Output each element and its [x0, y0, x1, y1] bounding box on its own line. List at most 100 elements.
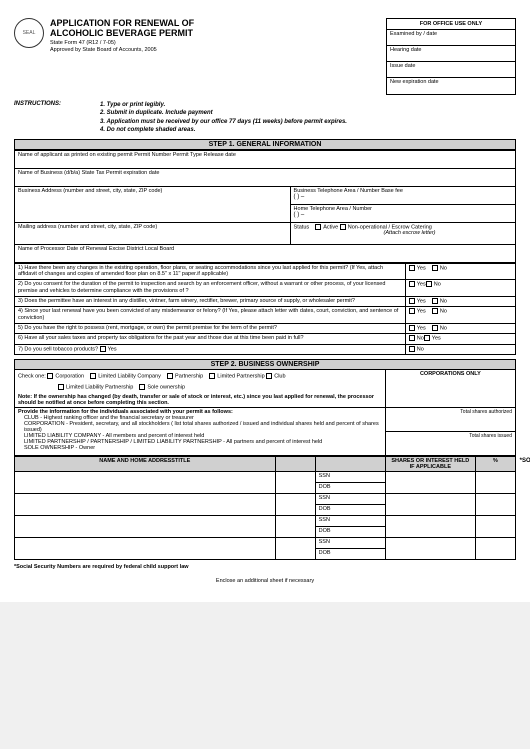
- owners-table: NAME AND HOME ADDRESSTITLE SHARES OR INT…: [14, 456, 516, 560]
- q1-yes-cb[interactable]: [409, 265, 415, 271]
- q2-yes: Yes: [417, 282, 426, 288]
- ssn-footnote: *Social Security Numbers are required by…: [14, 564, 516, 570]
- header-left: SEAL APPLICATION FOR RENEWAL OF ALCOHOLI…: [14, 18, 194, 53]
- status-cell[interactable]: Status Active Non-operational / Escrow C…: [290, 222, 515, 244]
- step2-head: STEP 2. BUSINESS OWNERSHIP: [14, 359, 516, 370]
- form-number: State Form 47 (R12 / 7-05): [50, 40, 194, 46]
- home-phone-label: Home Telephone Area / Number: [294, 206, 372, 212]
- q6-yes: Yes: [432, 336, 441, 342]
- llp-cb[interactable]: [58, 384, 64, 390]
- provide-l2: CORPORATION - President, secretary, and …: [18, 421, 382, 433]
- owner2-ssn-label: SSN: [315, 494, 385, 505]
- q3-yes-cb[interactable]: [409, 298, 415, 304]
- q6-no-cb[interactable]: [409, 335, 415, 341]
- lpart-label: Limited Partnership: [217, 374, 264, 380]
- excise-label: Excise District: [109, 246, 144, 252]
- owner4-name[interactable]: [15, 538, 276, 560]
- total-iss-cell[interactable]: Total shares issued: [385, 432, 515, 456]
- total-iss-label: Total shares issued: [389, 433, 512, 439]
- business-name-cell[interactable]: Name of Business (d/b/a) State Tax Permi…: [15, 168, 516, 186]
- llc-cb[interactable]: [90, 373, 96, 379]
- col-ssn-overflow: *SOC: [520, 458, 530, 464]
- sole-cb[interactable]: [139, 384, 145, 390]
- nonop-checkbox[interactable]: [340, 224, 346, 230]
- provide-l5: SOLE OWNERSHIP - Owner: [18, 445, 382, 451]
- q5-yn[interactable]: Yes No: [405, 324, 515, 334]
- col-name-label: NAME AND HOME ADDRESS: [99, 458, 175, 464]
- q2-yn[interactable]: Yes No: [405, 280, 515, 297]
- state-seal-icon: SEAL: [14, 18, 44, 48]
- examined-row: Examined by / date: [387, 30, 515, 46]
- q7-inline-yes-cb[interactable]: [100, 346, 106, 352]
- owner3-shares[interactable]: [385, 516, 475, 538]
- business-address-cell[interactable]: Business Address (number and street, cit…: [15, 186, 291, 222]
- step1-head: STEP 1. GENERAL INFORMATION: [14, 139, 516, 150]
- owner1-dob-label: DOB: [315, 483, 385, 494]
- owner2-title[interactable]: [275, 494, 315, 516]
- q4-no-cb[interactable]: [432, 308, 438, 314]
- total-auth-cell[interactable]: Total shares authorized: [385, 408, 515, 432]
- owner2-shares[interactable]: [385, 494, 475, 516]
- q4-yes: Yes: [417, 309, 426, 315]
- owner1-shares[interactable]: [385, 472, 475, 494]
- owner4-shares[interactable]: [385, 538, 475, 560]
- local-board-label: Local Board: [145, 246, 174, 252]
- owner2-pct[interactable]: [475, 494, 515, 516]
- mailing-address-cell[interactable]: Mailing address (number and street, city…: [15, 222, 291, 244]
- total-auth-label: Total shares authorized: [389, 409, 512, 415]
- owner1-ssn-label: SSN: [315, 472, 385, 483]
- home-phone-cell[interactable]: Home Telephone Area / Number ( ) –: [290, 204, 515, 222]
- q3-yn[interactable]: Yes No: [405, 297, 515, 307]
- q3-no: No: [440, 299, 447, 305]
- llc-label: Limited Liability Company: [98, 374, 161, 380]
- q6-yes-cb[interactable]: [424, 335, 430, 341]
- q2-yes-cb[interactable]: [409, 281, 415, 287]
- owner1-pct[interactable]: [475, 472, 515, 494]
- provide-info-cell: Provide the information for the individu…: [15, 408, 386, 456]
- applicant-name-cell[interactable]: Name of applicant as printed on existing…: [15, 150, 516, 168]
- state-tax-label: State Tax Permit expiration date: [82, 170, 160, 176]
- q5-yes-cb[interactable]: [409, 325, 415, 331]
- q2-no-cb[interactable]: [426, 281, 432, 287]
- owner2-name[interactable]: [15, 494, 276, 516]
- owner3-name[interactable]: [15, 516, 276, 538]
- active-label: Active: [323, 224, 338, 230]
- q2-no: No: [434, 282, 441, 288]
- owner4-pct[interactable]: [475, 538, 515, 560]
- q1-yn[interactable]: Yes No: [405, 263, 515, 280]
- owner1-name[interactable]: [15, 472, 276, 494]
- step1-table: Name of applicant as printed on existing…: [14, 150, 516, 263]
- q7-label: 7) Do you sell tobacco products?: [18, 346, 98, 352]
- q1-text: 1) Have there been any changes in the ex…: [15, 263, 406, 280]
- owner4-title[interactable]: [275, 538, 315, 560]
- q1-yes: Yes: [417, 265, 426, 271]
- owner3-dob-label: DOB: [315, 527, 385, 538]
- lpart-cb[interactable]: [209, 373, 215, 379]
- part-cb[interactable]: [167, 373, 173, 379]
- q4-yes-cb[interactable]: [409, 308, 415, 314]
- instr-2: 2. Submit in duplicate. Include payment: [100, 109, 347, 117]
- q7-yn[interactable]: No: [405, 344, 515, 354]
- instructions-label: INSTRUCTIONS:: [14, 101, 82, 135]
- q4-yn[interactable]: Yes No: [405, 307, 515, 324]
- q3-no-cb[interactable]: [432, 298, 438, 304]
- owner3-pct[interactable]: [475, 516, 515, 538]
- q6-yn[interactable]: NoYes: [405, 334, 515, 344]
- active-checkbox[interactable]: [315, 224, 321, 230]
- club-label: Club: [274, 374, 285, 380]
- owner1-title[interactable]: [275, 472, 315, 494]
- club-cb[interactable]: [266, 373, 272, 379]
- q5-no-cb[interactable]: [432, 325, 438, 331]
- q7-no-cb[interactable]: [409, 346, 415, 352]
- sole-label: Sole ownership: [147, 384, 185, 390]
- business-phone-label: Business Telephone Area / Number: [294, 188, 380, 194]
- processor-cell[interactable]: Name of Processor Date of Renewal Excise…: [15, 244, 516, 262]
- owner3-title[interactable]: [275, 516, 315, 538]
- permit-number-label: Permit Number: [134, 152, 171, 158]
- q6-text: 6) Have all your sales taxes and propert…: [15, 334, 406, 344]
- business-phone-cell[interactable]: Business Telephone Area / Number Base fe…: [290, 186, 515, 204]
- q1-no-cb[interactable]: [432, 265, 438, 271]
- corp-cb[interactable]: [47, 373, 53, 379]
- q7-text: 7) Do you sell tobacco products? Yes: [15, 344, 406, 354]
- mailing-address-label: Mailing address (number and street, city…: [18, 224, 157, 230]
